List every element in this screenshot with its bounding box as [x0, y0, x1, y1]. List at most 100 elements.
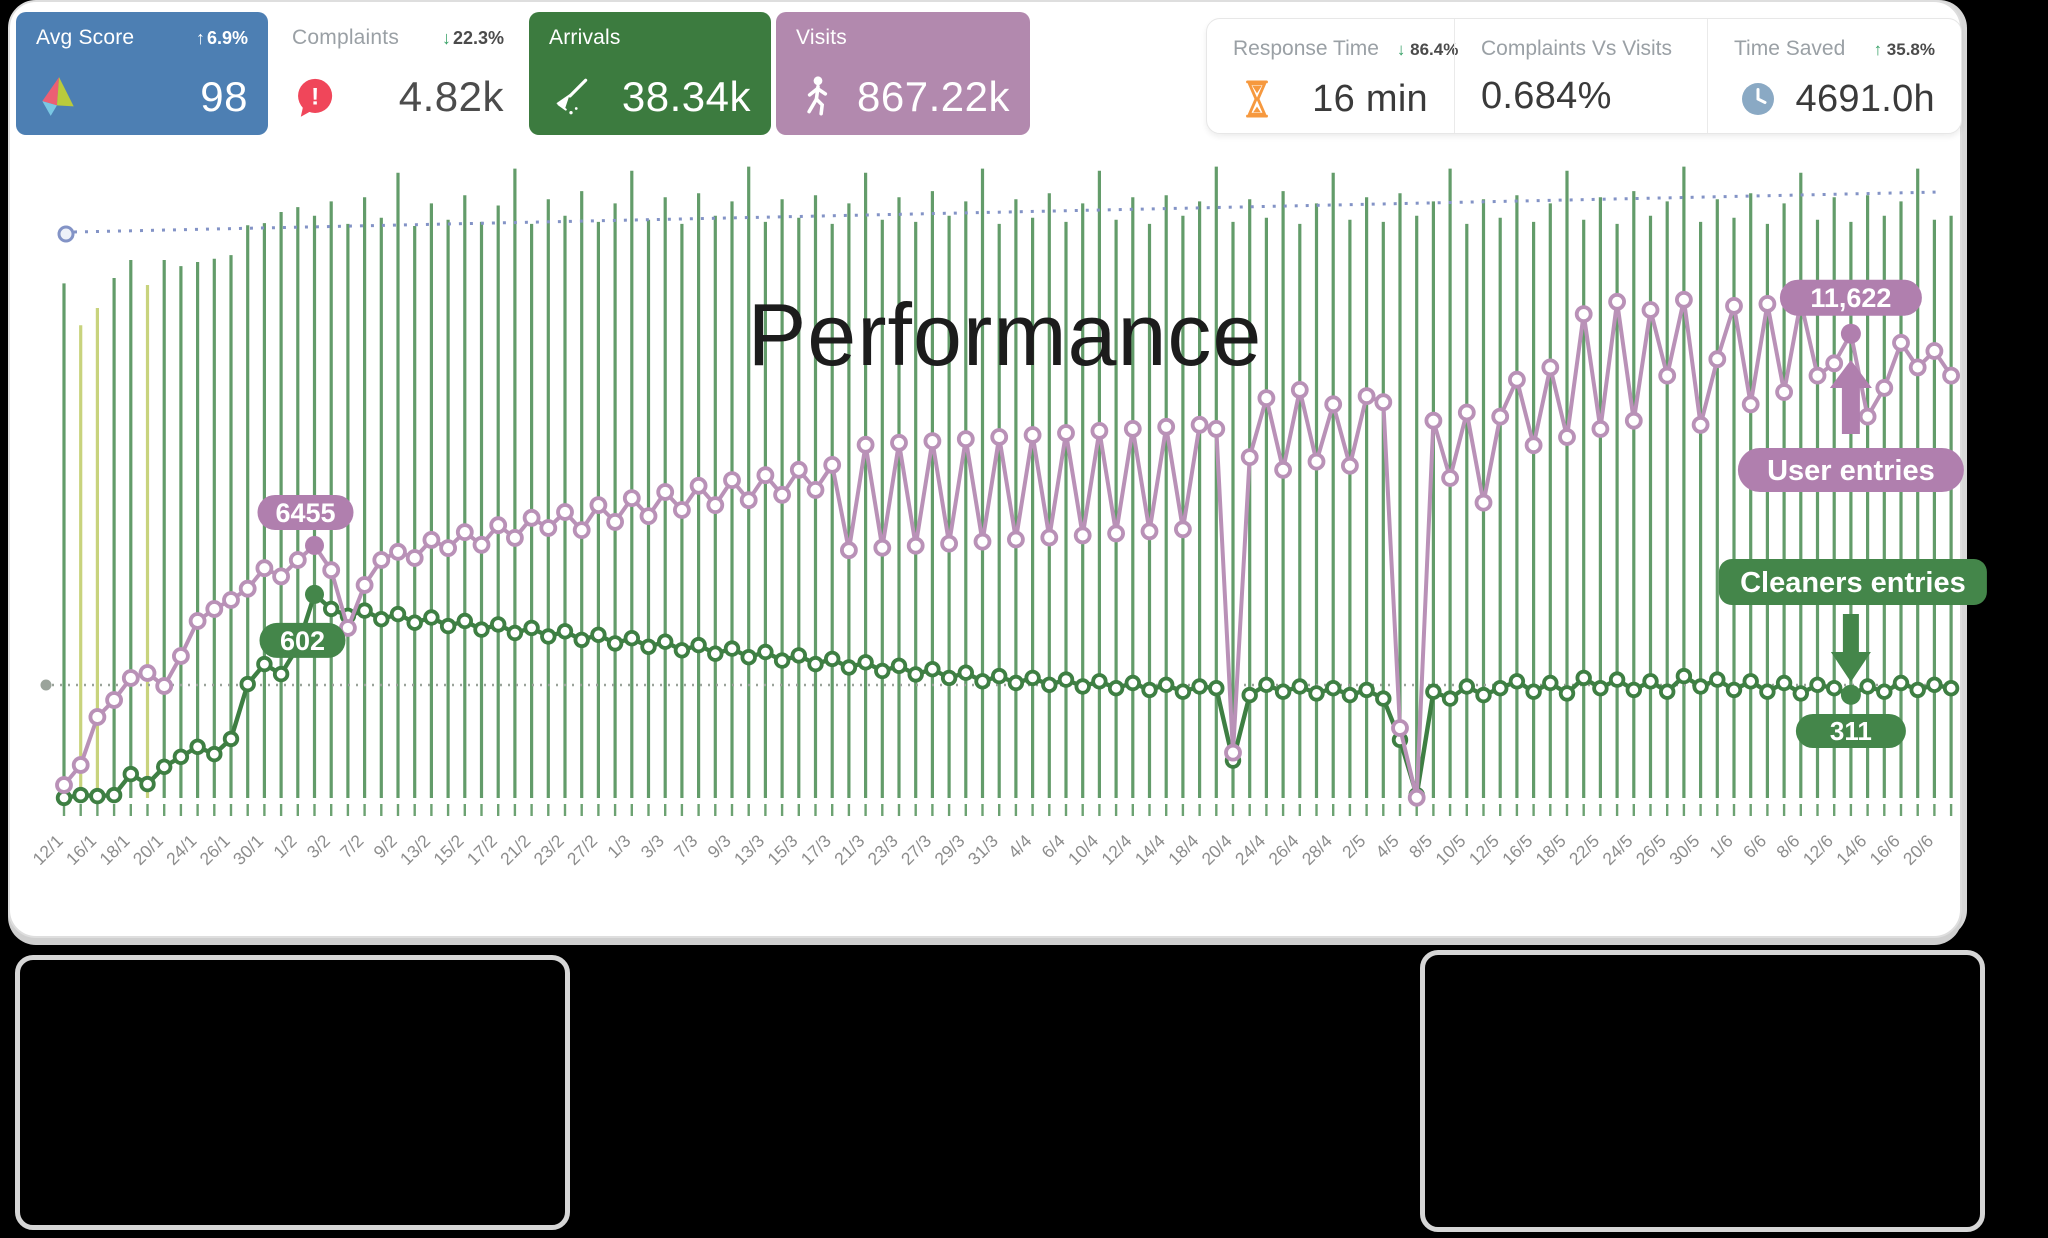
x-axis-label: 16/1	[62, 831, 100, 869]
data-point	[1624, 411, 1643, 430]
data-point	[1608, 292, 1626, 311]
data-point	[222, 591, 240, 609]
data-point	[673, 642, 691, 659]
data-point	[1692, 678, 1709, 695]
kpi-card-complaints[interactable]: Complaints ↓ 22.3% ! 4.82k	[272, 12, 524, 135]
x-axis-label: 10/5	[1431, 831, 1469, 869]
kpi-card-arrivals[interactable]: Arrivals 38.34k	[529, 12, 771, 135]
x-axis-label: 3/3	[637, 831, 668, 862]
data-point	[589, 496, 608, 515]
x-axis-label: 29/3	[930, 831, 968, 869]
stat-label: Response Time	[1233, 37, 1379, 60]
data-point	[1742, 673, 1759, 690]
x-axis-label: 9/2	[369, 831, 400, 862]
data-point	[1174, 520, 1192, 539]
data-point	[740, 649, 757, 666]
x-axis-label: 4/4	[1004, 830, 1036, 862]
data-point	[1474, 493, 1493, 512]
data-point	[489, 516, 508, 535]
broom-icon	[547, 73, 595, 121]
user-entries-tag-pill	[1737, 448, 1964, 492]
data-point	[205, 600, 224, 618]
stat-response-time[interactable]: Response Time ↓ 86.4% 16 min	[1207, 19, 1458, 133]
kpi-trend: ↓ 22.3%	[441, 28, 504, 48]
data-point	[1157, 676, 1175, 694]
kpi-label: Avg Score	[36, 26, 135, 49]
data-point	[1375, 690, 1392, 707]
data-point	[1658, 683, 1676, 700]
data-point	[1424, 411, 1443, 430]
cleaners-latest-pill	[1795, 714, 1906, 748]
kpi-card-visits[interactable]: Visits 867.22k	[776, 12, 1030, 135]
data-point	[1775, 383, 1793, 401]
data-point	[1525, 683, 1542, 700]
x-axis-label: 7/2	[336, 831, 367, 862]
data-point	[189, 738, 206, 756]
chart-title: Performance	[748, 285, 1263, 384]
data-point	[472, 535, 491, 554]
cleaners-entries-tag-label: Cleaners entries	[1740, 567, 1966, 599]
stat-time-saved[interactable]: Time Saved ↑ 35.8% 4691.0h	[1707, 19, 1961, 133]
kpi-card-avg-score[interactable]: Avg Score ↑ 6.9% 98	[16, 12, 268, 135]
user-latest-label: 11,622	[1810, 283, 1891, 313]
data-point	[539, 519, 558, 537]
data-point	[690, 636, 707, 654]
x-axis-label: 12/5	[1465, 831, 1503, 869]
data-point	[956, 430, 975, 449]
data-point	[323, 600, 340, 618]
data-point	[689, 476, 708, 495]
data-point	[1441, 690, 1459, 707]
user-latest-pill	[1779, 279, 1922, 316]
x-axis-label: 18/4	[1164, 830, 1202, 868]
data-point	[807, 655, 824, 673]
performance-chart[interactable]: Performance 12/1 16/1 18/1 20/1 24/1 26/1 30/1 1…	[22, 150, 1987, 930]
origami-icon	[34, 73, 82, 121]
data-point	[1174, 683, 1192, 700]
data-point	[890, 433, 908, 452]
data-point	[1240, 448, 1259, 467]
x-axis-label: 1/6	[1705, 831, 1736, 862]
data-point	[1508, 370, 1526, 389]
data-point	[1491, 407, 1510, 426]
data-point	[105, 786, 123, 804]
data-point	[71, 756, 90, 774]
data-point	[990, 428, 1009, 446]
stats-panel: Response Time ↓ 86.4% 16 min Comp	[1206, 18, 1962, 134]
data-point	[973, 532, 992, 551]
data-point	[991, 667, 1008, 685]
data-point	[789, 460, 808, 479]
x-axis-label: 24/5	[1598, 831, 1636, 869]
data-point	[1007, 674, 1025, 692]
x-axis-label: 16/5	[1498, 831, 1536, 869]
x-axis-ticks	[62, 804, 1953, 816]
data-point	[656, 483, 675, 501]
data-point	[824, 650, 841, 668]
data-point	[940, 534, 958, 553]
data-point	[1308, 685, 1325, 702]
data-point	[1124, 674, 1142, 692]
stat-value: 16 min	[1312, 77, 1428, 120]
data-point	[1926, 676, 1943, 694]
data-point	[1658, 366, 1677, 385]
data-point	[707, 645, 724, 662]
data-point	[1341, 686, 1359, 704]
stat-trend: ↑ 35.8%	[1873, 40, 1935, 59]
data-point	[657, 633, 674, 650]
data-point	[506, 624, 524, 642]
x-axis-label: 14/6	[1832, 831, 1870, 869]
data-point	[940, 669, 958, 687]
data-point	[490, 616, 507, 633]
data-point	[238, 579, 257, 598]
x-axis-label: 21/3	[830, 831, 868, 869]
data-point	[1475, 686, 1492, 704]
data-point	[171, 647, 190, 665]
x-axis-label: 30/1	[229, 831, 267, 869]
data-point	[1090, 421, 1109, 440]
cleaners-down-arrow-icon	[1830, 614, 1871, 682]
user-peak-pill	[257, 494, 354, 530]
data-point	[1792, 685, 1810, 702]
stat-complaints-vs-visits[interactable]: Complaints Vs Visits 0.684%	[1454, 19, 1707, 133]
data-point	[1741, 395, 1760, 414]
